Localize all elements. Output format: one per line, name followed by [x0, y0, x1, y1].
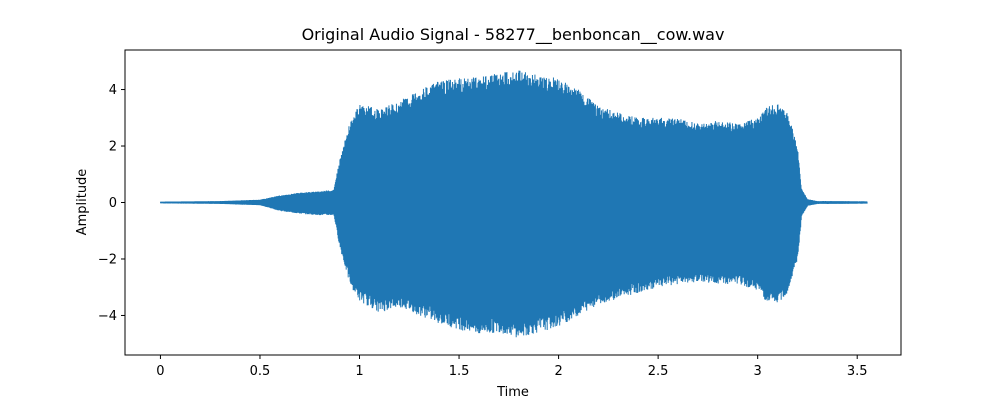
x-axis: 0 0.5 1 1.5 2 2.5 3 3.5	[156, 355, 868, 379]
waveform-series-0	[159, 70, 868, 338]
x-tick-label: 1	[355, 364, 363, 379]
y-tick-label: 4	[109, 83, 117, 98]
x-axis-label: Time	[496, 385, 529, 400]
x-tick-label: 3	[754, 364, 762, 379]
x-tick-label: 3.5	[847, 364, 868, 379]
x-tick-label: 1.5	[449, 364, 470, 379]
y-tick-label: −2	[98, 252, 117, 267]
y-axis-label: Amplitude	[75, 169, 90, 236]
y-axis: −4 −2 0 2 4	[98, 83, 125, 324]
y-tick-label: 2	[109, 140, 117, 155]
x-tick-label: 2	[554, 364, 562, 379]
x-tick-label: 0	[156, 364, 164, 379]
y-tick-label: 0	[109, 196, 117, 211]
chart-title: Original Audio Signal - 58277__benboncan…	[302, 25, 725, 45]
y-tick-label: −4	[98, 309, 117, 324]
x-tick-label: 2.5	[648, 364, 669, 379]
plot-area	[124, 49, 902, 356]
x-tick-label: 0.5	[250, 364, 271, 379]
